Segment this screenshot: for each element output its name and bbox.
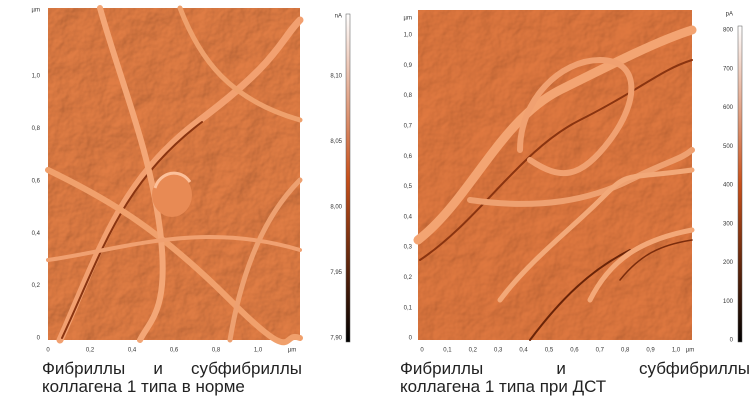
y-tick-label: 0,6	[404, 154, 413, 160]
x-tick-label: 0,2	[86, 348, 95, 354]
x-tick-label: 0,8	[621, 348, 630, 354]
colorbar-tick-label: 8,05	[330, 139, 342, 145]
colorbar-tick-label: 300	[723, 221, 734, 227]
y-tick-label: 0,2	[32, 283, 41, 289]
caption: Фибриллы и субфибриллы коллагена 1 типа …	[400, 360, 750, 396]
caption-line: коллагена 1 типа в норме	[42, 378, 302, 396]
caption-line: коллагена 1 типа при ДСТ	[400, 378, 750, 396]
colorbar-unit: pA	[726, 12, 733, 18]
colorbar-tick-label: 600	[723, 105, 734, 111]
y-tick-label: 0,5	[404, 184, 413, 190]
x-tick-label: 0	[46, 348, 50, 354]
y-tick-label: 0,7	[404, 123, 413, 129]
caption-line: Фибриллы и субфибриллы	[400, 360, 750, 378]
y-tick-label: 0	[409, 336, 413, 342]
colorbar-tick-label: 200	[723, 260, 734, 266]
y-tick-label: 1,0	[404, 33, 413, 39]
y-unit: µm	[32, 8, 40, 14]
y-tick-label: 0,4	[32, 231, 41, 237]
x-tick-label: 0	[420, 348, 424, 354]
page: {"panels": [ {"y_unit": "µm", "y_ticks":…	[0, 0, 752, 398]
colorbar-tick-label: 7,90	[330, 336, 342, 342]
figure: 0 0,2 0,4 0,6 0,8 1,0 µm 0 0,2 0,4 0,6 0,8 1,0 µm 7,90…	[0, 0, 752, 360]
caption: Фибриллы и субфибриллы коллагена 1 типа …	[42, 360, 302, 396]
colorbar-tick-label: 0	[730, 338, 734, 344]
colorbar-tick-label: 100	[723, 299, 734, 305]
image-left	[48, 8, 300, 342]
colorbar-tick-label: 8,00	[330, 205, 342, 211]
x-tick-label: 0,5	[545, 348, 554, 354]
colorbar-tick-label: 500	[723, 144, 734, 150]
image-right	[418, 10, 692, 340]
x-tick-label: 0,4	[519, 348, 528, 354]
x-tick-label: 0,3	[494, 348, 503, 354]
caption-line: Фибриллы и субфибриллы	[42, 360, 302, 378]
y-tick-label: 0,3	[404, 245, 413, 251]
y-tick-label: 0,4	[404, 214, 413, 220]
y-tick-label: 1,0	[32, 74, 41, 80]
x-tick-label: 0,1	[443, 348, 452, 354]
x-tick-label: 1,0	[254, 348, 263, 354]
colorbar-tick-label: 8,10	[330, 74, 342, 80]
x-tick-label: 0,8	[212, 348, 221, 354]
y-tick-label: 0	[37, 336, 41, 342]
colorbar	[738, 26, 742, 342]
x-unit: µm	[686, 348, 694, 354]
y-tick-label: 0,8	[404, 93, 413, 99]
x-tick-label: 0,7	[596, 348, 605, 354]
colorbar-tick-label: 400	[723, 183, 734, 189]
colorbar-tick-label: 800	[723, 28, 734, 34]
x-tick-label: 0,6	[570, 348, 579, 354]
x-unit: µm	[288, 348, 296, 354]
colorbar-tick-label: 7,95	[330, 270, 342, 276]
x-tick-label: 1,0	[672, 348, 681, 354]
y-tick-label: 0,9	[404, 63, 413, 69]
y-tick-label: 0,8	[32, 126, 41, 132]
colorbar-unit: nA	[335, 14, 342, 20]
colorbar	[346, 14, 350, 342]
colorbar-tick-label: 700	[723, 66, 734, 72]
x-tick-label: 0,2	[469, 348, 478, 354]
y-tick-label: 0,2	[404, 275, 413, 281]
y-tick-label: 0,1	[404, 305, 413, 311]
y-tick-label: 0,6	[32, 178, 41, 184]
y-unit: µm	[404, 16, 412, 22]
x-tick-label: 0,9	[646, 348, 655, 354]
x-tick-label: 0,4	[128, 348, 137, 354]
x-tick-label: 0,6	[170, 348, 179, 354]
